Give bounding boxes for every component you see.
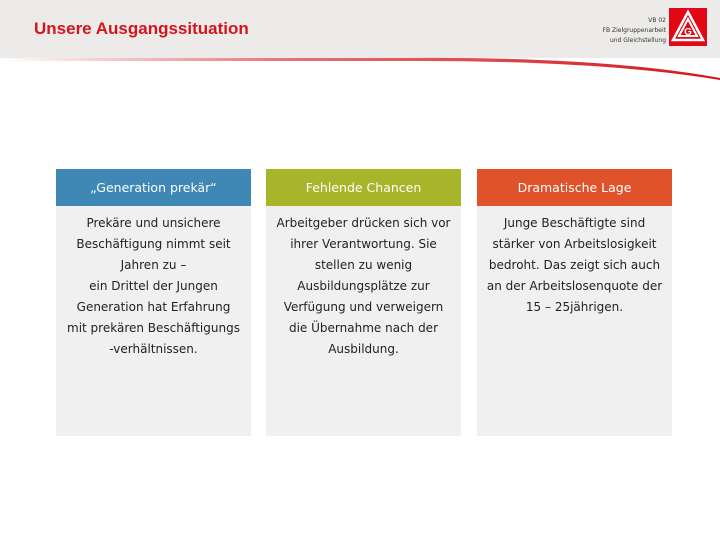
text-line: mit prekären Beschäftigungs (67, 321, 240, 335)
column-body: Junge Beschäftigte sind stärker von Arbe… (477, 206, 672, 318)
column-fehlende-chancen: Fehlende Chancen Arbeitgeber drücken sic… (266, 169, 461, 436)
text-line: stellen zu wenig (314, 258, 413, 272)
column-dramatische-lage: Dramatische Lage Junge Beschäftigte sind… (477, 169, 672, 436)
column-header: „Generation prekär“ (56, 169, 251, 206)
org-unit-label: VB 02 FB Zielgruppenarbeit und Gleichste… (603, 16, 666, 46)
page-title: Unsere Ausgangssituation (34, 19, 249, 38)
text-line: Ausbildung. (328, 342, 399, 356)
text-line: an der Arbeitslosenquote der (486, 279, 663, 293)
text-line: die Übernahme nach der (288, 321, 438, 335)
text-line: Verfügung und verweigern (283, 300, 444, 314)
text-line: Ausbildungsplätze zur (297, 279, 430, 293)
text-line: Arbeitgeber drücken sich vor (276, 216, 451, 230)
column-header: Fehlende Chancen (266, 169, 461, 206)
igm-logo-icon: G (669, 8, 707, 46)
org-line: und Gleichstellung (609, 37, 666, 44)
text-line: ihrer Verantwortung. Sie (290, 237, 437, 251)
text-line: Prekäre und unsichere (86, 216, 221, 230)
red-swoosh-decoration (0, 57, 720, 80)
text-line: Generation hat Erfahrung (76, 300, 231, 314)
text-line: Junge Beschäftigte sind (503, 216, 646, 230)
text-line: Beschäftigung nimmt seit (76, 237, 231, 251)
text-line: bedroht. Das zeigt sich auch (488, 258, 661, 272)
slide-header (0, 0, 720, 58)
text-line: Jahren zu – (120, 258, 187, 272)
svg-text:G: G (684, 27, 692, 38)
org-line: FB Zielgruppenarbeit (602, 27, 666, 34)
text-line: -verhältnissen. (109, 342, 198, 356)
column-generation-prekaer: „Generation prekär“ Prekäre und unsicher… (56, 169, 251, 436)
text-line: 15 – 25jährigen. (525, 300, 624, 314)
org-line: VB 02 (648, 17, 666, 24)
column-body: Prekäre und unsichere Beschäftigung nimm… (56, 206, 251, 360)
text-line: ein Drittel der Jungen (89, 279, 218, 293)
column-header: Dramatische Lage (477, 169, 672, 206)
text-line: stärker von Arbeitslosigkeit (492, 237, 657, 251)
column-body: Arbeitgeber drücken sich vor ihrer Veran… (266, 206, 461, 360)
